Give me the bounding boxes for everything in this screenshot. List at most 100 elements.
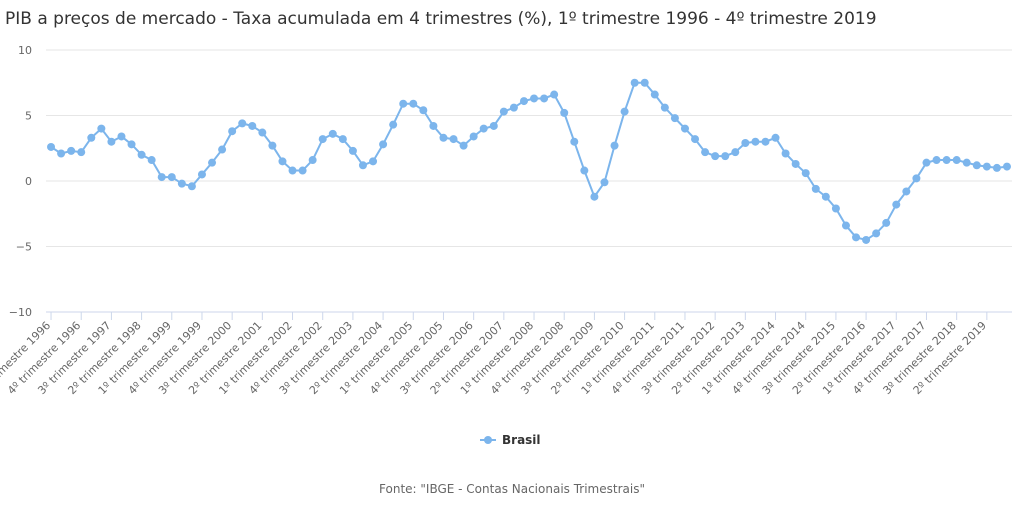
data-point xyxy=(499,107,508,116)
data-point xyxy=(449,135,458,144)
data-point xyxy=(731,148,740,157)
data-point xyxy=(218,145,227,154)
data-point xyxy=(701,148,710,157)
data-point xyxy=(841,221,850,230)
data-point xyxy=(208,158,217,167)
data-point xyxy=(389,120,398,129)
data-point xyxy=(922,158,931,167)
data-point xyxy=(580,166,589,175)
data-point xyxy=(258,128,267,137)
data-point xyxy=(630,78,639,87)
data-point xyxy=(107,137,116,146)
data-point xyxy=(801,169,810,178)
data-point xyxy=(932,156,941,165)
data-point xyxy=(680,124,689,133)
data-point xyxy=(781,149,790,158)
data-point xyxy=(721,152,730,161)
data-point xyxy=(47,142,56,151)
data-point xyxy=(982,162,991,171)
data-point xyxy=(399,99,408,108)
data-point xyxy=(459,141,468,150)
legend-item[interactable]: Brasil xyxy=(480,433,541,447)
data-point xyxy=(57,149,66,158)
data-point xyxy=(540,94,549,103)
data-point xyxy=(117,132,126,141)
data-point xyxy=(348,146,357,155)
data-point xyxy=(479,124,488,133)
data-point xyxy=(942,156,951,165)
data-point xyxy=(660,103,669,112)
chart-title: PIB a preços de mercado - Taxa acumulada… xyxy=(5,9,877,29)
data-point xyxy=(811,184,820,193)
series-line xyxy=(50,81,1008,242)
data-point xyxy=(600,178,609,187)
data-point xyxy=(962,158,971,167)
data-point xyxy=(821,192,830,201)
data-point xyxy=(882,218,891,227)
data-point xyxy=(741,139,750,148)
data-point xyxy=(519,97,528,106)
data-point xyxy=(127,140,136,149)
data-point xyxy=(902,187,911,196)
data-point xyxy=(590,192,599,201)
data-point xyxy=(751,137,760,146)
data-point xyxy=(610,141,619,150)
data-point xyxy=(489,121,498,130)
data-point xyxy=(429,121,438,130)
data-point xyxy=(912,174,921,183)
data-point xyxy=(228,127,237,136)
data-point xyxy=(711,152,720,161)
data-point xyxy=(1002,162,1011,171)
data-point xyxy=(298,166,307,175)
data-point xyxy=(892,200,901,209)
data-point xyxy=(650,90,659,99)
data-point xyxy=(852,233,861,242)
data-point xyxy=(77,148,86,157)
data-point xyxy=(238,119,247,128)
data-point xyxy=(358,161,367,170)
data-point xyxy=(308,156,317,165)
data-point xyxy=(419,106,428,115)
credits: Fonte: "IBGE - Contas Nacionais Trimestr… xyxy=(379,482,645,496)
data-point xyxy=(570,137,579,146)
data-point xyxy=(509,103,518,112)
data-point xyxy=(530,94,539,103)
data-point xyxy=(691,135,700,144)
legend-marker xyxy=(484,436,492,444)
data-point xyxy=(439,133,448,142)
data-point xyxy=(761,137,770,146)
data-point xyxy=(248,121,257,130)
data-point xyxy=(87,133,96,142)
data-point xyxy=(379,140,388,149)
y-tick-label: 10 xyxy=(18,44,32,57)
data-point xyxy=(137,150,146,159)
data-point xyxy=(328,129,337,138)
data-point xyxy=(791,159,800,168)
data-point xyxy=(197,170,206,179)
data-point xyxy=(187,182,196,191)
data-point xyxy=(670,114,679,123)
data-point xyxy=(147,156,156,165)
legend-label: Brasil xyxy=(502,433,541,447)
data-point xyxy=(831,204,840,213)
data-point xyxy=(409,99,418,108)
y-tick-label: −10 xyxy=(9,306,32,319)
data-point xyxy=(952,156,961,165)
y-tick-label: 0 xyxy=(25,175,32,188)
data-point xyxy=(177,179,186,188)
data-point xyxy=(620,107,629,116)
data-point xyxy=(771,133,780,142)
data-point xyxy=(972,161,981,170)
data-point xyxy=(278,157,287,166)
data-point xyxy=(167,173,176,182)
data-point xyxy=(338,135,347,144)
data-point xyxy=(992,163,1001,172)
y-tick-label: −5 xyxy=(16,241,32,254)
data-point xyxy=(288,166,297,175)
data-point xyxy=(872,229,881,238)
data-point xyxy=(67,146,76,155)
data-point xyxy=(268,141,277,150)
y-tick-label: 5 xyxy=(25,110,32,123)
data-point xyxy=(550,90,559,99)
